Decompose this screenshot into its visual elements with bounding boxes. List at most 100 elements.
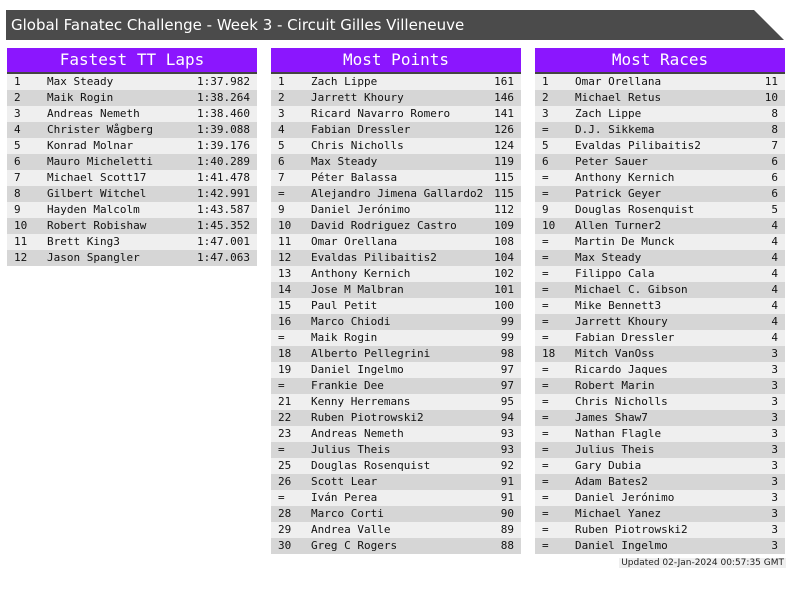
driver-name-cell: Max Steady [47,75,114,88]
table-row: = Maik Rogin 99 [271,330,521,346]
table-row: = Julius Theis 3 [535,442,785,458]
table-row: 11 Brett King3 1:47.001 [7,234,257,250]
driver-name-cell: Zach Lippe [311,75,378,88]
table-row: 2 Maik Rogin 1:38.264 [7,90,257,106]
driver-name-cell: Ruben Piotrowski2 [575,523,688,536]
value-cell: 92 [500,459,514,472]
driver-name-cell: David Rodriguez Castro [311,219,457,232]
table-row: 14 Jose M Malbran 101 [271,282,521,298]
value-cell: 115 [494,171,514,184]
rank-cell: 29 [278,523,292,536]
driver-name-cell: Christer Wågberg [47,123,153,136]
driver-name-cell: Jason Spangler [47,251,140,264]
driver-name-cell: Michael Yanez [575,507,662,520]
driver-name-cell: Chris Nicholls [575,395,668,408]
value-cell: 11 [764,75,778,88]
table-row: = Robert Marin 3 [535,378,785,394]
value-cell: 99 [500,315,514,328]
rank-cell: = [542,283,549,296]
value-cell: 108 [494,235,514,248]
table-row: = Max Steady 4 [535,250,785,266]
rank-cell: 5 [278,139,285,152]
rank-cell: = [542,507,549,520]
driver-name-cell: Ricardo Jaques [575,363,668,376]
driver-name-cell: Andreas Nemeth [47,107,140,120]
rank-cell: = [542,267,549,280]
driver-name-cell: Marco Chiodi [311,315,391,328]
value-cell: 4 [771,251,778,264]
value-cell: 1:47.001 [197,235,250,248]
driver-name-cell: Michael C. Gibson [575,283,688,296]
table-row: = Daniel Ingelmo 3 [535,538,785,554]
driver-name-cell: Iván Perea [311,491,378,504]
rank-cell: = [542,331,549,344]
rank-cell: 12 [14,251,28,264]
value-cell: 97 [500,379,514,392]
table-row: = Mike Bennett3 4 [535,298,785,314]
driver-name-cell: Kenny Herremans [311,395,411,408]
driver-name-cell: Jose M Malbran [311,283,404,296]
driver-name-cell: Omar Orellana [575,75,662,88]
value-cell: 3 [771,443,778,456]
table-row: 10 David Rodriguez Castro 109 [271,218,521,234]
rank-cell: 16 [278,315,292,328]
value-cell: 3 [771,363,778,376]
value-cell: 99 [500,331,514,344]
value-cell: 109 [494,219,514,232]
value-cell: 1:42.991 [197,187,250,200]
driver-name-cell: Alejandro Jimena Gallardo2 [311,187,484,200]
value-cell: 1:38.264 [197,91,250,104]
driver-name-cell: Péter Balassa [311,171,398,184]
rank-cell: 3 [542,107,549,120]
driver-name-cell: Gilbert Witchel [47,187,147,200]
value-cell: 1:45.352 [197,219,250,232]
table-row: = Fabian Dressler 4 [535,330,785,346]
table-row: = Filippo Cala 4 [535,266,785,282]
table-row: 30 Greg C Rogers 88 [271,538,521,554]
rank-cell: = [542,123,549,136]
table-row: 12 Jason Spangler 1:47.063 [7,250,257,266]
table-row: = Julius Theis 93 [271,442,521,458]
driver-name-cell: Andrea Valle [311,523,391,536]
driver-name-cell: Omar Orellana [311,235,398,248]
table-row: = Alejandro Jimena Gallardo2 115 [271,186,521,202]
table-row: 11 Omar Orellana 108 [271,234,521,250]
value-cell: 3 [771,427,778,440]
rank-cell: = [278,491,285,504]
value-cell: 3 [771,459,778,472]
panel-header: Fastest TT Laps [7,48,257,74]
rank-cell: = [542,411,549,424]
value-cell: 1:38.460 [197,107,250,120]
driver-name-cell: Nathan Flagle [575,427,662,440]
value-cell: 4 [771,299,778,312]
rank-cell: 11 [278,235,292,248]
driver-name-cell: Evaldas Pilibaitis2 [311,251,437,264]
driver-name-cell: Douglas Rosenquist [575,203,695,216]
rank-cell: 12 [278,251,292,264]
driver-name-cell: Evaldas Pilibaitis2 [575,139,701,152]
driver-name-cell: Daniel Jerónimo [575,491,675,504]
value-cell: 141 [494,107,514,120]
rank-cell: 30 [278,539,292,552]
rank-cell: 4 [14,123,21,136]
value-cell: 4 [771,267,778,280]
value-cell: 3 [771,475,778,488]
table-row: 6 Peter Sauer 6 [535,154,785,170]
driver-name-cell: Konrad Molnar [47,139,134,152]
table-row: 22 Ruben Piotrowski2 94 [271,410,521,426]
value-cell: 3 [771,523,778,536]
value-cell: 6 [771,187,778,200]
rank-cell: 10 [278,219,292,232]
driver-name-cell: Zach Lippe [575,107,642,120]
rank-cell: = [542,427,549,440]
rank-cell: 9 [542,203,549,216]
driver-name-cell: Hayden Malcolm [47,203,140,216]
rank-cell: = [542,315,549,328]
rank-cell: 3 [278,107,285,120]
fastest-tt-laps-panel: Fastest TT Laps 1 Max Steady 1:37.982 2 Maik… [7,48,257,266]
driver-name-cell: D.J. Sikkema [575,123,655,136]
value-cell: 89 [500,523,514,536]
rank-cell: = [542,539,549,552]
rank-cell: 5 [14,139,21,152]
driver-name-cell: Jarrett Khoury [575,315,668,328]
